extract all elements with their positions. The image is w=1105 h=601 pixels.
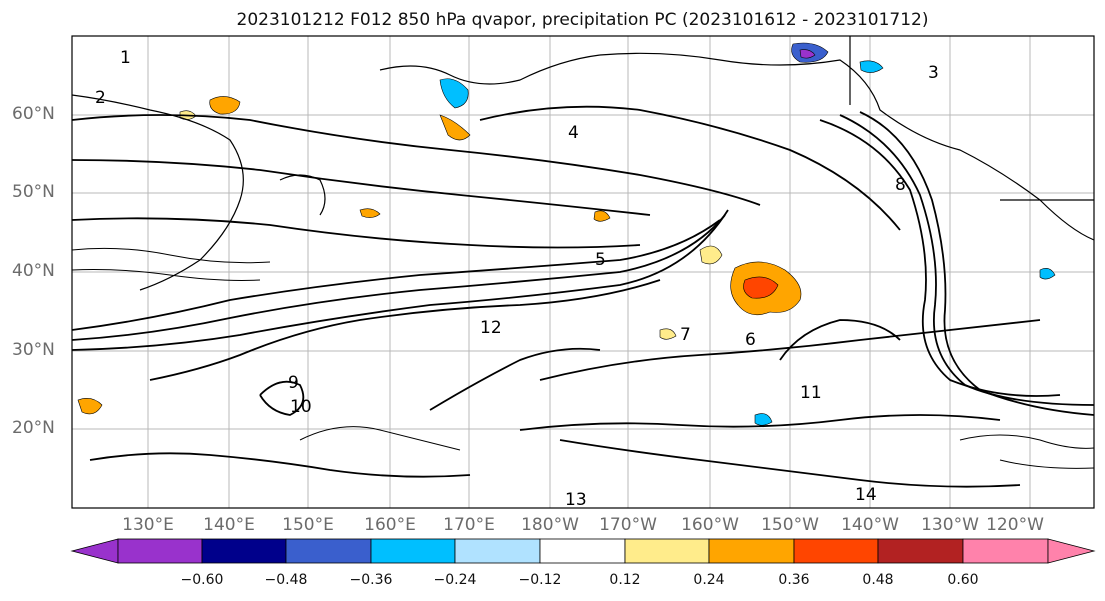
colorbar-segment [201,538,287,564]
longitude-label: 120°W [986,515,1044,535]
longitude-label: 180°W [521,515,579,535]
longitude-label: 130°W [921,515,979,535]
contour-label: 9 [288,373,299,393]
colorbar-segment [285,538,372,564]
contour-label: 12 [480,318,502,338]
colorbar-tick-label: −0.24 [433,572,477,588]
longitude-label: 140°E [203,515,255,535]
colorbar-extend-right [1047,538,1096,564]
latitude-label: 40°N [12,261,55,281]
contour-label: 13 [565,490,587,510]
longitude-label: 160°W [681,515,739,535]
colorbar [70,538,1096,564]
colorbar-segment [370,538,456,564]
longitude-label: 170°E [443,515,495,535]
colorbar-tick-label: −0.48 [264,572,308,588]
latitude-label: 50°N [12,182,55,202]
contour-labels: 1 2 3 4 5 6 7 8 9 10 11 12 13 14 [95,48,939,510]
map-title: 2023101212 F012 850 hPa qvapor, precipit… [236,10,929,30]
latitude-label: 20°N [12,418,55,438]
colorbar-tick-label: 0.24 [693,572,725,588]
coastlines [71,36,1095,291]
qvapor-contours [71,105,1095,488]
precip-shading [77,42,1056,426]
colorbar-tick-label: 0.48 [862,572,894,588]
contour-label: 10 [290,397,312,417]
longitude-label: 130°E [122,515,174,535]
colorbar-extend-left [70,538,119,564]
contour-label: 4 [568,123,579,143]
colorbar-tick-label: 0.60 [947,572,979,588]
colorbar-tick-label: 0.36 [778,572,810,588]
colorbar-tick-label: 0.12 [609,572,641,588]
contour-label: 14 [855,485,877,505]
map-frame [71,35,1095,509]
colorbar-segment [962,538,1049,564]
latitude-label: 30°N [12,340,55,360]
latitude-label: 60°N [12,104,55,124]
contour-label: 6 [745,330,756,350]
contour-label: 7 [680,325,691,345]
colorbar-segment [877,538,964,564]
colorbar-segment [117,538,203,564]
contour-label: 8 [895,175,906,195]
longitude-label: 140°W [841,515,899,535]
colorbar-segment [454,538,541,564]
colorbar-segment [708,538,795,564]
contour-label: 1 [120,48,131,68]
colorbar-segment [793,538,879,564]
contour-label: 5 [595,250,606,270]
contour-label: 11 [800,383,822,403]
longitude-label: 160°E [364,515,416,535]
contour-label: 3 [928,63,939,83]
colorbar-tick-label: −0.12 [518,572,562,588]
qvapor-contours-thin [71,247,1095,469]
colorbar-tick-label: −0.36 [349,572,393,588]
colorbar-tick-label: −0.60 [180,572,224,588]
colorbar-segment [539,538,626,564]
longitude-label: 150°E [282,515,334,535]
contour-label: 2 [95,88,106,108]
longitude-label: 170°W [599,515,657,535]
longitude-label: 150°W [761,515,819,535]
colorbar-segment [624,538,710,564]
